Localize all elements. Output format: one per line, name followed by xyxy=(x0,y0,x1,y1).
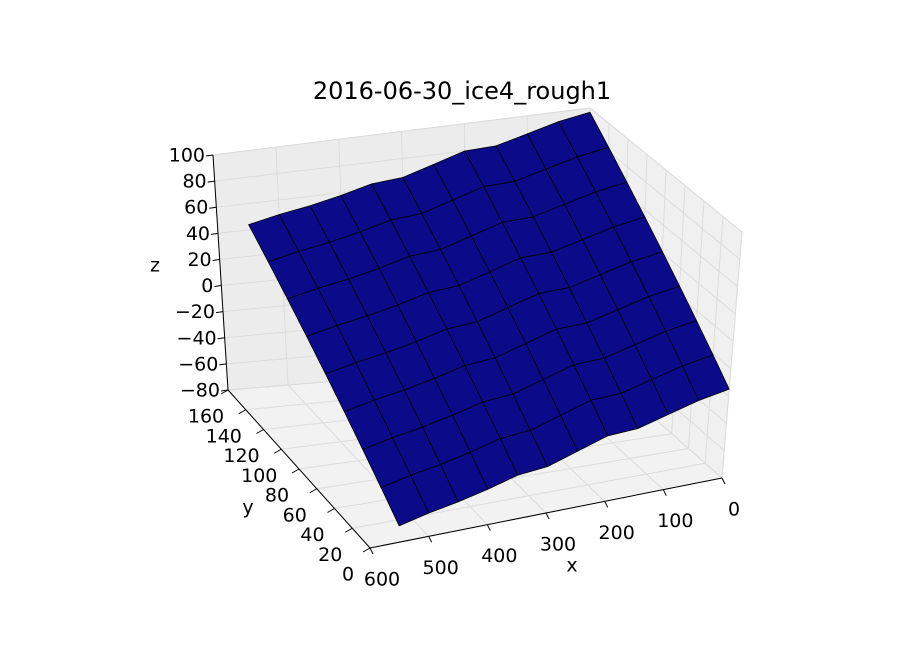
z-tick xyxy=(217,337,225,340)
x-tick-label: 300 xyxy=(540,534,576,556)
x-tick-label: 500 xyxy=(423,557,459,579)
z-tick-label: −60 xyxy=(178,353,218,375)
y-tick-label: 0 xyxy=(342,564,354,586)
x-tick xyxy=(545,512,550,520)
z-tick-label: −40 xyxy=(177,327,217,349)
z-tick-label: 0 xyxy=(201,275,213,297)
x-tick xyxy=(486,524,491,531)
y-tick-label: 100 xyxy=(241,465,277,487)
z-tick xyxy=(205,154,214,157)
surface-patch xyxy=(380,474,429,527)
x-tick xyxy=(721,477,726,485)
y-tick xyxy=(309,488,317,494)
y-tick-label: 140 xyxy=(206,425,242,447)
z-tick xyxy=(210,232,219,235)
x-tick-label: 100 xyxy=(657,510,693,532)
y-tick-label: 80 xyxy=(265,485,289,507)
z-axis-line xyxy=(212,154,229,391)
z-tick xyxy=(209,206,217,209)
z-tick xyxy=(219,363,227,366)
grid-line xyxy=(589,135,741,260)
x-tick-label: 200 xyxy=(599,522,635,544)
y-tick xyxy=(291,468,300,474)
x-tick xyxy=(662,489,667,496)
grid-line xyxy=(721,231,743,479)
z-tick-label: −80 xyxy=(180,380,220,402)
z-tick-label: 100 xyxy=(169,145,205,167)
x-tick-label: 600 xyxy=(364,569,400,591)
x-axis-line xyxy=(369,477,723,549)
z-tick xyxy=(215,311,224,314)
y-tick-label: 160 xyxy=(188,406,224,428)
x-tick xyxy=(369,547,374,555)
x-tick xyxy=(428,536,433,543)
grid-line xyxy=(704,216,724,464)
grid-line xyxy=(212,107,591,156)
grid-line xyxy=(589,107,743,233)
y-tick xyxy=(256,429,264,434)
y-tick xyxy=(327,508,335,513)
x-axis-label: x xyxy=(566,555,577,577)
z-tick xyxy=(212,258,220,261)
chart-title: 2016-06-30_ice4_rough1 xyxy=(313,77,611,105)
y-tick-label: 120 xyxy=(223,445,259,467)
x-tick xyxy=(604,501,609,508)
y-tick-label: 60 xyxy=(283,504,307,526)
y-axis-label: y xyxy=(242,497,253,519)
y-tick-label: 40 xyxy=(300,524,324,546)
y-axis-line xyxy=(227,389,371,549)
y-tick xyxy=(362,547,371,553)
z-tick-label: −20 xyxy=(175,301,215,323)
y-tick xyxy=(274,448,282,454)
z-tick-label: 40 xyxy=(186,223,210,245)
z-tick-label: 20 xyxy=(187,249,211,271)
z-tick-label: 60 xyxy=(184,197,208,219)
x-tick-label: 400 xyxy=(481,545,517,567)
y-tick xyxy=(238,409,246,415)
z-tick-label: 80 xyxy=(182,171,206,193)
x-tick-label: 0 xyxy=(728,499,740,521)
y-tick-label: 20 xyxy=(318,544,342,566)
z-tick xyxy=(207,180,215,183)
y-tick xyxy=(345,527,353,533)
z-axis-label: z xyxy=(150,255,160,277)
z-tick xyxy=(220,389,229,392)
z-tick xyxy=(214,285,222,288)
